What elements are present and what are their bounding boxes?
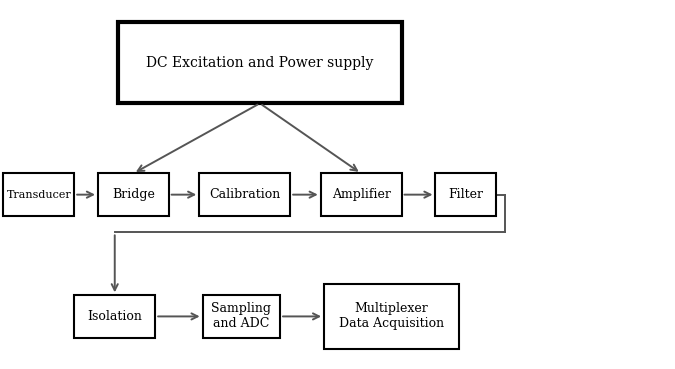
Text: DC Excitation and Power supply: DC Excitation and Power supply	[146, 56, 373, 70]
FancyBboxPatch shape	[435, 173, 496, 216]
FancyBboxPatch shape	[3, 173, 74, 216]
Text: Multiplexer
Data Acquisition: Multiplexer Data Acquisition	[339, 303, 444, 330]
FancyBboxPatch shape	[74, 295, 155, 338]
FancyBboxPatch shape	[118, 22, 402, 103]
Text: Isolation: Isolation	[87, 310, 142, 323]
Text: Filter: Filter	[448, 188, 483, 201]
FancyBboxPatch shape	[98, 173, 169, 216]
FancyBboxPatch shape	[202, 295, 280, 338]
FancyBboxPatch shape	[199, 173, 290, 216]
FancyBboxPatch shape	[324, 284, 459, 349]
Text: Bridge: Bridge	[112, 188, 155, 201]
Text: Sampling
and ADC: Sampling and ADC	[211, 303, 271, 330]
Text: Calibration: Calibration	[209, 188, 280, 201]
FancyBboxPatch shape	[321, 173, 402, 216]
Text: Transducer: Transducer	[7, 190, 71, 200]
Text: Amplifier: Amplifier	[331, 188, 391, 201]
